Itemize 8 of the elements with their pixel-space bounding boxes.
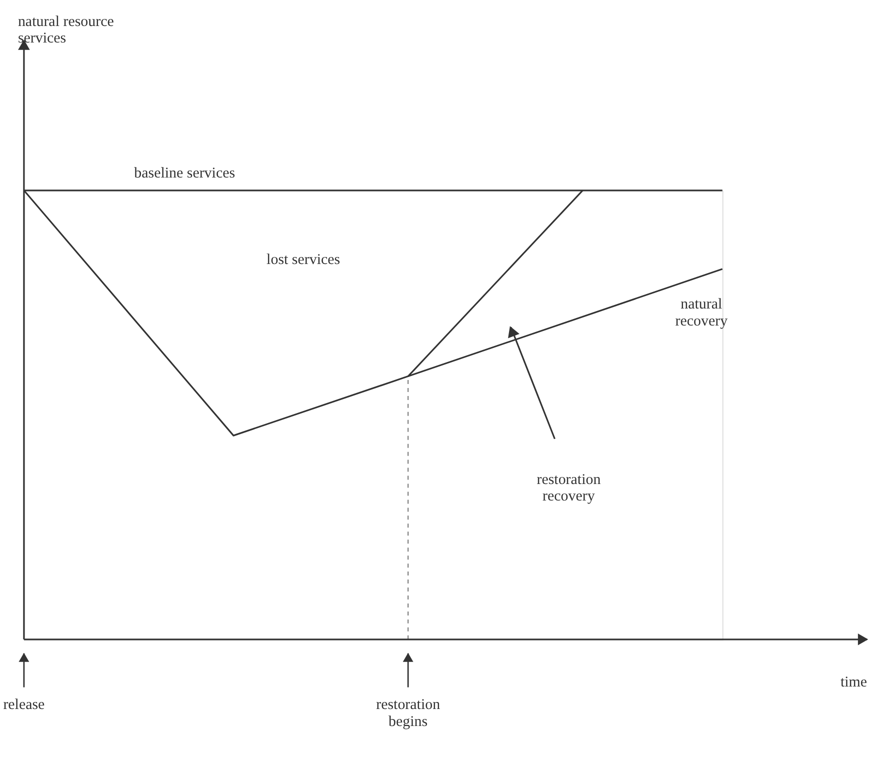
text: time xyxy=(840,674,868,690)
text: natural resource services xyxy=(18,14,114,47)
annotation: lost services xyxy=(266,252,340,268)
annotation: restoration recovery xyxy=(536,472,602,505)
text: release xyxy=(3,697,46,714)
text: restoration begins xyxy=(376,697,441,730)
annotation: natural recovery xyxy=(675,296,728,330)
text: baseline services xyxy=(134,165,236,182)
